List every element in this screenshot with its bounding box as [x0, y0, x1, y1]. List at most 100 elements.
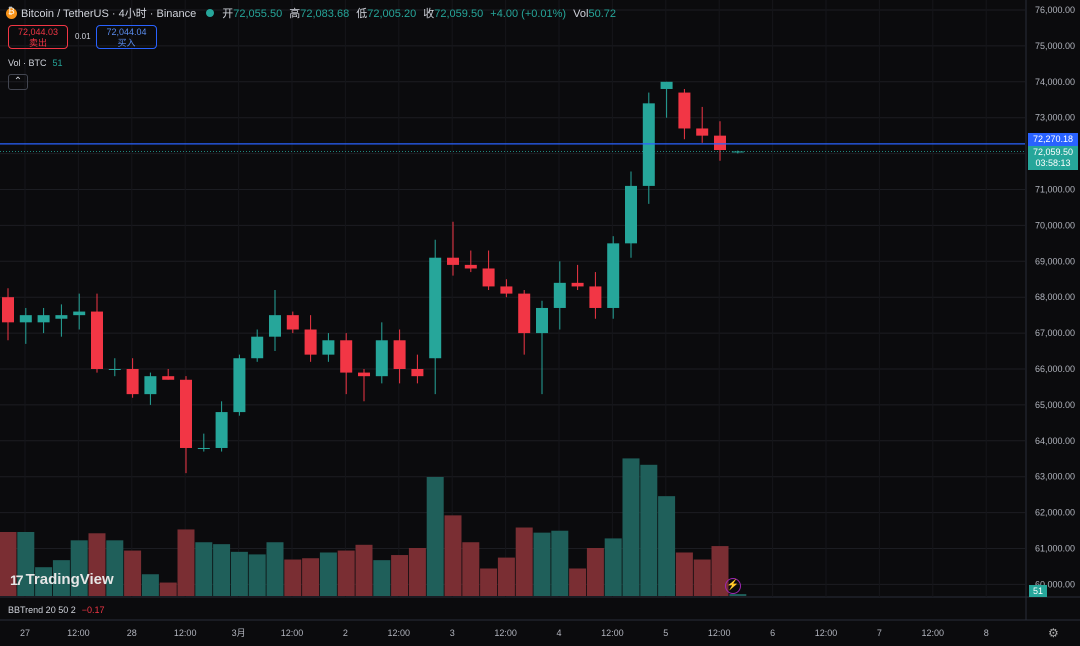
- time-tick-label: 8: [984, 628, 989, 638]
- bar-countdown: 03:58:13: [1035, 158, 1071, 168]
- volume-bar: [675, 552, 693, 596]
- ohlc-values: 开72,055.50 高72,083.68 低72,005.20 收72,059…: [222, 8, 616, 20]
- candle-body: [162, 376, 175, 380]
- volume-bar: [266, 542, 284, 596]
- volume-bar: [141, 574, 159, 596]
- candle-body: [251, 336, 264, 359]
- candle-body: [358, 372, 370, 377]
- buy-button[interactable]: 72,044.04 买入: [96, 25, 157, 49]
- time-tick-label: 12:00: [281, 628, 304, 638]
- volume-bar: [480, 568, 498, 596]
- volume-bar: [355, 544, 373, 596]
- sell-button[interactable]: 72,044.03 卖出: [8, 25, 68, 49]
- price-tick-label: 71,000.00: [1035, 185, 1075, 195]
- time-tick-label: 6: [770, 628, 775, 638]
- price-lines: [0, 143, 1025, 152]
- bitcoin-logo-icon: [6, 6, 17, 19]
- candle-body: [678, 92, 691, 129]
- candle-body: [55, 315, 68, 319]
- time-tick-label: 12:00: [601, 628, 624, 638]
- candle-body: [269, 315, 281, 337]
- volume-bar: [586, 548, 604, 596]
- volume-bar: [711, 546, 729, 596]
- time-tick-label: 12:00: [494, 628, 517, 638]
- price-tick-label: 70,000.00: [1035, 220, 1075, 230]
- volume-bar: [729, 594, 747, 596]
- time-tick-label: 12:00: [708, 628, 731, 638]
- price-tick-label: 61,000.00: [1035, 544, 1075, 554]
- volume-legend[interactable]: Vol · BTC 51: [8, 58, 63, 68]
- volume-bars: [0, 458, 747, 596]
- volume-bar: [391, 555, 409, 596]
- time-tick-label: 27: [20, 628, 30, 638]
- volume-bar: [124, 550, 142, 596]
- price-tick-label: 75,000.00: [1035, 41, 1075, 51]
- lightning-icon[interactable]: ⚡: [725, 578, 741, 594]
- last-price-tag[interactable]: 72,059.50 03:58:13: [1028, 146, 1078, 170]
- volume-bar: [444, 515, 462, 596]
- volume-bar: [515, 527, 533, 596]
- candle-body: [286, 315, 299, 330]
- gear-icon[interactable]: ⚙: [1048, 626, 1059, 640]
- candles: [2, 81, 744, 474]
- candle-body: [447, 257, 459, 265]
- volume-bar: [622, 458, 640, 596]
- candle-body: [642, 103, 655, 186]
- candle-body: [393, 340, 406, 369]
- candle-body: [19, 315, 32, 323]
- volume-bar: [302, 558, 320, 596]
- symbol-title[interactable]: Bitcoin / TetherUS · 4小时 · Binance: [21, 8, 197, 20]
- volume-bar: [658, 496, 676, 596]
- volume-bar: [284, 559, 302, 596]
- candle-body: [607, 243, 620, 308]
- volume-bar: [551, 530, 569, 596]
- candle-body: [553, 282, 566, 308]
- volume-bar: [319, 552, 337, 596]
- chevron-up-icon[interactable]: ⌃: [8, 74, 28, 90]
- candle-body: [589, 286, 602, 308]
- price-tick-label: 74,000.00: [1035, 77, 1075, 87]
- candle-body: [660, 81, 673, 89]
- volume-bar: [408, 548, 426, 596]
- volume-bar: [70, 540, 88, 596]
- volume-bar: [640, 464, 658, 596]
- candle-body: [464, 264, 477, 269]
- horizontal-line-price-tag[interactable]: 72,270.18: [1028, 133, 1078, 146]
- price-tick-label: 60,000.00: [1035, 579, 1075, 589]
- volume-bar: [337, 550, 355, 596]
- candle-body: [375, 340, 388, 377]
- volume-bar: [604, 538, 622, 596]
- candle-body: [429, 257, 442, 359]
- volume-bar: [213, 544, 231, 596]
- time-tick-label: 12:00: [174, 628, 197, 638]
- price-tick-label: 64,000.00: [1035, 436, 1075, 446]
- candle-body: [625, 185, 637, 244]
- bbtrend-legend[interactable]: BBTrend 20 50 2 −0.17: [8, 605, 105, 615]
- candle-body: [108, 369, 121, 370]
- candle-body: [482, 268, 495, 287]
- volume-bar: [195, 542, 213, 596]
- volume-bar: [88, 533, 106, 596]
- candle-body: [144, 376, 157, 395]
- volume-bar: [248, 554, 266, 596]
- price-tick-label: 68,000.00: [1035, 292, 1075, 302]
- price-axis[interactable]: 76,000.00 75,000.00 74,000.00 73,000.00 72,0…: [1035, 5, 1075, 589]
- candle-body: [180, 379, 192, 448]
- candle-body: [340, 340, 353, 373]
- price-tick-label: 63,000.00: [1035, 472, 1075, 482]
- time-tick-label: 12:00: [67, 628, 90, 638]
- time-axis[interactable]: 27 12:00 28 12:00 3月 12:00 2 12:00 3 12:00 4 12:00 5…: [20, 628, 989, 638]
- time-tick-label: 28: [127, 628, 137, 638]
- time-tick-label: 3月: [232, 628, 246, 638]
- spread-value: 0.01: [75, 32, 91, 41]
- volume-bar: [426, 476, 444, 596]
- time-tick-label: 12:00: [388, 628, 411, 638]
- time-tick-label: 12:00: [815, 628, 838, 638]
- market-status-icon[interactable]: [206, 9, 215, 17]
- price-tick-label: 65,000.00: [1035, 400, 1075, 410]
- tradingview-watermark: 17 TradingView: [10, 571, 114, 588]
- candle-body: [731, 151, 744, 153]
- tradingview-logo-icon: 17: [10, 571, 24, 588]
- buy-label: 买入: [117, 38, 136, 48]
